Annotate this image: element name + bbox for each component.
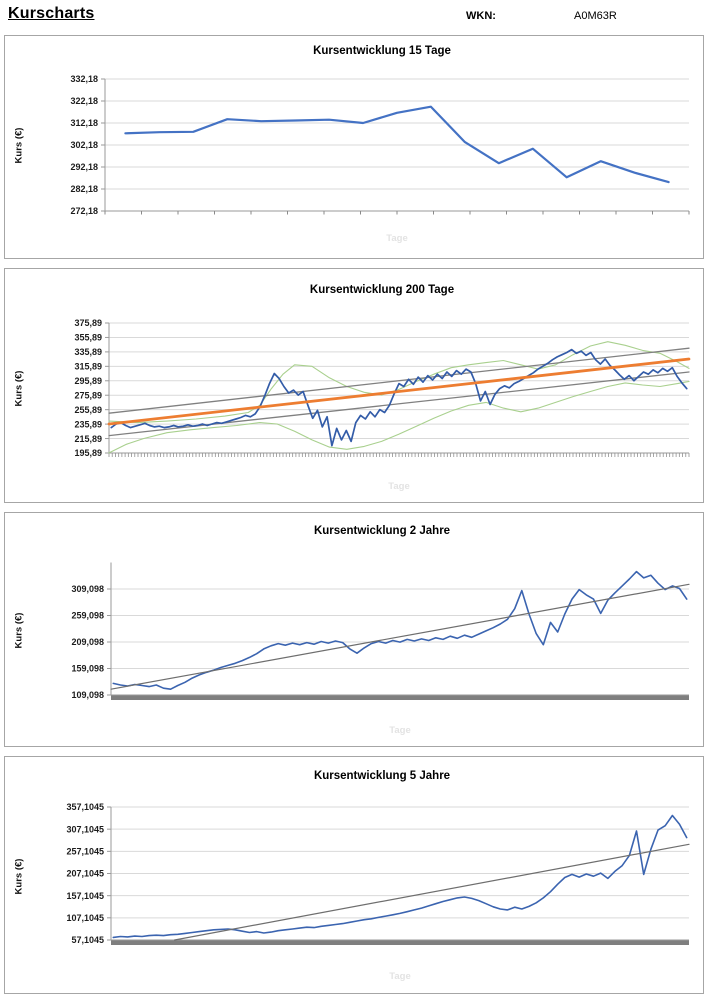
- svg-text:272,18: 272,18: [70, 206, 98, 216]
- y-axis-title: Kurs (€): [13, 858, 25, 895]
- svg-text:235,89: 235,89: [74, 419, 102, 429]
- svg-text:209,098: 209,098: [71, 637, 104, 647]
- y-axis-title: Kurs (€): [13, 612, 25, 649]
- y-axis-title: Kurs (€): [13, 370, 25, 407]
- x-axis-title: Tage: [388, 481, 410, 492]
- chart-panel-2-jahre: Kursentwicklung 2 Jahre Kurs (€) 309,098…: [4, 512, 704, 747]
- chart-panel-15-tage: Kursentwicklung 15 Tage Kurs (€) 332,18 3…: [4, 35, 704, 259]
- svg-text:195,89: 195,89: [74, 448, 102, 458]
- chart-canvas: 375,89 355,89 335,89 315,89 295,89 275,89 255,…: [74, 318, 691, 458]
- x-axis-title: Tage: [389, 971, 411, 982]
- chart-panel-200-tage: Kursentwicklung 200 Tage Kurs (€) 375,89…: [4, 268, 704, 503]
- chart-title: Kursentwicklung 5 Jahre: [313, 770, 451, 782]
- svg-text:322,18: 322,18: [70, 96, 98, 106]
- svg-text:157,1045: 157,1045: [66, 891, 104, 901]
- y-axis-title: Kurs (€): [13, 127, 25, 164]
- svg-text:302,18: 302,18: [70, 140, 98, 150]
- svg-text:109,098: 109,098: [71, 690, 104, 700]
- svg-text:259,098: 259,098: [71, 611, 104, 621]
- chart-canvas: 332,18 322,18 312,18 302,18 292,18 282,18 272,…: [70, 74, 690, 216]
- chart-canvas: 357,1045 307,1045 257,1045 207,1045 157,1045…: [66, 802, 690, 945]
- svg-text:375,89: 375,89: [74, 318, 102, 328]
- svg-text:107,1045: 107,1045: [66, 913, 104, 923]
- wkn-value: A0M63R: [574, 10, 617, 22]
- svg-text:255,89: 255,89: [74, 405, 102, 415]
- svg-text:312,18: 312,18: [70, 118, 98, 128]
- svg-text:335,89: 335,89: [74, 347, 102, 357]
- chart-canvas: 309,098 259,098 209,098 159,098 109,098: [71, 562, 690, 700]
- wkn-label: WKN:: [466, 10, 496, 22]
- svg-text:257,1045: 257,1045: [66, 847, 104, 857]
- chart-title: Kursentwicklung 15 Tage: [313, 45, 451, 57]
- chart-title: Kursentwicklung 200 Tage: [309, 284, 455, 296]
- page-title: Kurscharts: [8, 5, 95, 22]
- svg-text:159,098: 159,098: [71, 664, 104, 674]
- svg-text:295,89: 295,89: [74, 376, 102, 386]
- svg-text:357,1045: 357,1045: [66, 802, 104, 812]
- svg-text:275,89: 275,89: [74, 390, 102, 400]
- svg-text:282,18: 282,18: [70, 184, 98, 194]
- svg-text:355,89: 355,89: [74, 333, 102, 343]
- svg-text:292,18: 292,18: [70, 162, 98, 172]
- chart-panel-5-jahre: Kursentwicklung 5 Jahre Kurs (€) 357,104…: [4, 756, 704, 994]
- svg-text:215,89: 215,89: [74, 434, 102, 444]
- svg-text:315,89: 315,89: [74, 362, 102, 372]
- chart-title: Kursentwicklung 2 Jahre: [313, 525, 451, 537]
- svg-text:207,1045: 207,1045: [66, 869, 104, 879]
- x-axis-title: Tage: [389, 725, 411, 736]
- svg-text:57,1045: 57,1045: [71, 935, 104, 945]
- svg-text:332,18: 332,18: [70, 74, 98, 84]
- svg-text:309,098: 309,098: [71, 584, 104, 594]
- x-axis-title: Tage: [386, 233, 408, 244]
- svg-text:307,1045: 307,1045: [66, 824, 104, 834]
